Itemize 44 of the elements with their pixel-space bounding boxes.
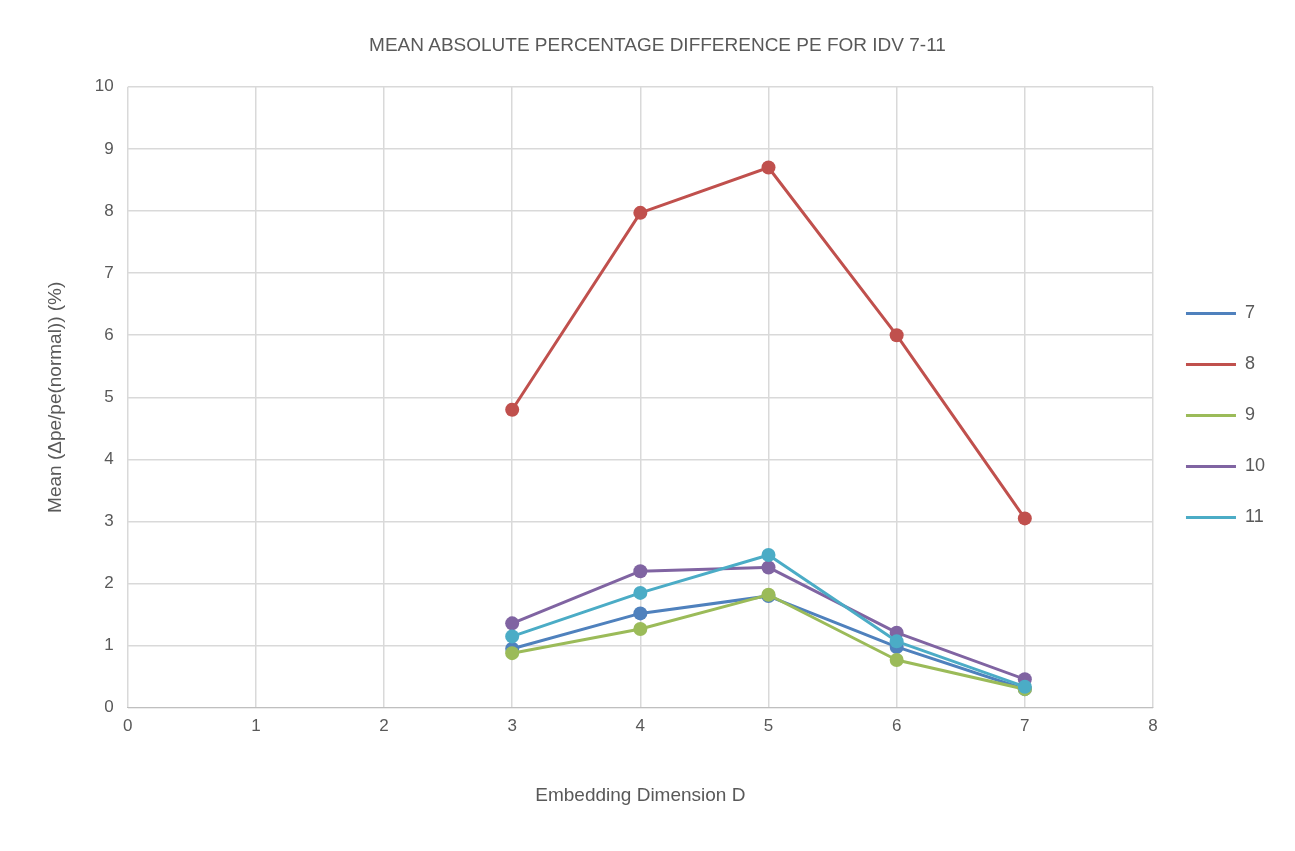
legend-label: 9 — [1244, 404, 1255, 425]
x-tick-label: 7 — [1020, 715, 1030, 735]
x-tick-label: 5 — [763, 715, 774, 735]
point — [1017, 511, 1032, 526]
point — [505, 646, 520, 661]
point — [505, 616, 520, 631]
x-axis-title: Embedding Dimension D — [535, 783, 746, 805]
point — [889, 328, 904, 343]
point — [505, 629, 520, 644]
point — [633, 621, 648, 636]
x-tick-label: 8 — [1148, 715, 1158, 735]
point — [633, 585, 648, 600]
y-tick-label: 5 — [104, 386, 114, 406]
y-tick-label: 6 — [104, 324, 114, 344]
y-tick-label: 8 — [104, 200, 114, 220]
x-tick-label: 2 — [379, 715, 389, 735]
x-tick-label: 0 — [122, 715, 133, 735]
point — [889, 634, 904, 649]
x-tick-label: 3 — [507, 715, 517, 735]
legend-label: 8 — [1244, 353, 1255, 374]
point — [505, 402, 520, 417]
x-tick-label: 1 — [251, 715, 261, 735]
point — [633, 606, 648, 621]
y-tick-label: 2 — [104, 573, 114, 593]
x-tick-label: 4 — [635, 715, 646, 735]
y-tick-label: 0 — [104, 697, 114, 717]
point — [761, 160, 776, 175]
legend-label: 7 — [1244, 302, 1255, 323]
point — [633, 564, 648, 579]
point — [633, 205, 648, 220]
y-tick-label: 7 — [104, 262, 114, 282]
y-tick-label: 4 — [104, 449, 114, 469]
point — [761, 560, 776, 575]
x-tick-label: 6 — [891, 715, 902, 735]
y-tick-label: 10 — [94, 76, 114, 96]
legend-label: 10 — [1244, 455, 1266, 476]
y-tick-label: 9 — [104, 138, 114, 158]
y-tick-label: 1 — [104, 635, 114, 655]
y-tick-label: 3 — [104, 511, 114, 531]
point — [889, 652, 904, 667]
legend-label: 11 — [1244, 506, 1264, 527]
y-axis-title: Mean (Δpe/pe(normal)) (%) — [43, 281, 65, 513]
point — [761, 548, 776, 563]
chart-title: MEAN ABSOLUTE PERCENTAGE DIFFERENCE PE FOR IDV 7-11 — [369, 33, 946, 55]
